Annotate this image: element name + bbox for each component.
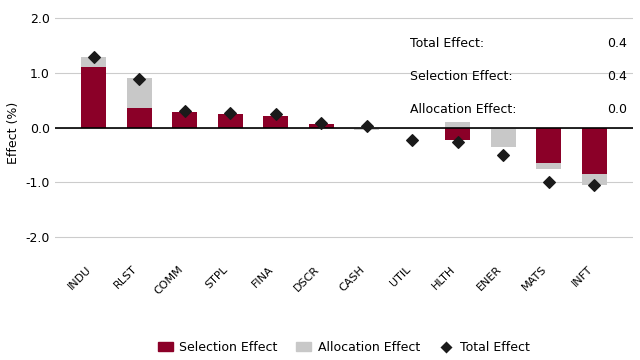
Bar [491, 127, 516, 147]
Point [498, 152, 508, 158]
Bar [127, 78, 152, 127]
Bar [582, 127, 607, 174]
Bar [218, 114, 243, 127]
Point [362, 123, 372, 129]
Point [589, 182, 600, 188]
Point [134, 76, 144, 82]
Bar [582, 127, 607, 185]
Bar [81, 57, 106, 127]
Point [407, 137, 417, 143]
Bar [263, 116, 288, 127]
Bar [127, 108, 152, 127]
Text: 0.0: 0.0 [607, 103, 627, 116]
Point [225, 110, 236, 116]
Bar [536, 127, 561, 169]
Bar [536, 127, 561, 163]
Bar [445, 127, 470, 140]
Text: Total Effect:: Total Effect: [410, 37, 484, 50]
Point [316, 120, 326, 126]
Bar [354, 127, 379, 130]
Text: Selection Effect:: Selection Effect: [410, 70, 513, 83]
Bar [445, 122, 470, 127]
Point [543, 180, 554, 185]
Legend: Selection Effect, Allocation Effect, Total Effect: Selection Effect, Allocation Effect, Tot… [153, 336, 535, 359]
Point [179, 108, 189, 114]
Text: Allocation Effect:: Allocation Effect: [410, 103, 517, 116]
Text: 0.4: 0.4 [607, 37, 627, 50]
Point [271, 112, 281, 117]
Y-axis label: Effect (%): Effect (%) [7, 102, 20, 164]
Point [452, 140, 463, 145]
Bar [81, 67, 106, 127]
Text: 0.4: 0.4 [607, 70, 627, 83]
Bar [172, 112, 197, 127]
Point [88, 54, 99, 60]
Bar [308, 124, 333, 127]
